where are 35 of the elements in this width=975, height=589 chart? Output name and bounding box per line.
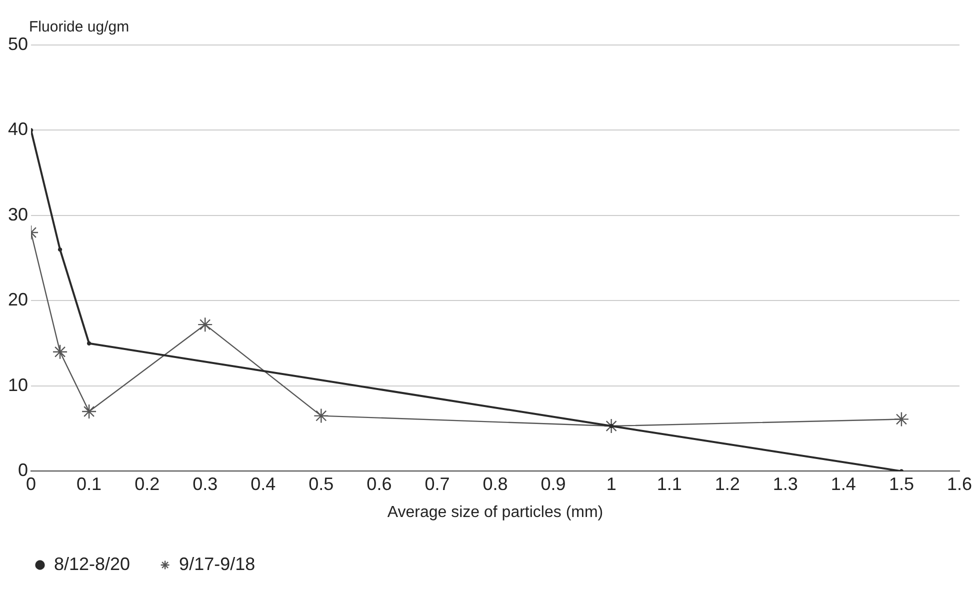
y-tick-label: 50 xyxy=(8,34,28,54)
x-tick-label: 1.6 xyxy=(946,474,972,494)
x-tick-label: 0.4 xyxy=(250,474,276,494)
y-tick-label: 0 xyxy=(18,460,28,480)
point xyxy=(58,247,62,252)
x-tick-label: 1.2 xyxy=(714,474,740,494)
y-tick-label: 10 xyxy=(8,374,28,395)
point xyxy=(894,412,910,427)
x-tick-label: 0.8 xyxy=(482,474,508,494)
x-tick-label: 0.2 xyxy=(134,474,160,494)
x-tick-label: 0.9 xyxy=(540,474,566,494)
legend-label: 9/17-9/18 xyxy=(179,554,256,574)
point xyxy=(81,404,97,420)
x-tick-label: 0.7 xyxy=(424,474,450,494)
x-tick-label: 0.5 xyxy=(308,474,334,494)
point xyxy=(52,344,68,360)
x-tick-label: 0.1 xyxy=(76,474,102,494)
point xyxy=(86,341,92,346)
x-tick-label: 1.4 xyxy=(830,474,856,494)
y-tick-label: 40 xyxy=(8,119,28,140)
y-tick-label: 20 xyxy=(8,290,28,310)
x-tick-label: 1.5 xyxy=(888,474,914,494)
point xyxy=(604,418,619,434)
point xyxy=(198,316,213,332)
point xyxy=(609,424,614,428)
x-tick-label: 1.1 xyxy=(656,474,682,494)
x-tick-label: 0.6 xyxy=(366,474,392,494)
x-tick-label: 1 xyxy=(606,474,616,494)
x-tick-label: 1.3 xyxy=(772,474,798,494)
x-axis-title: Average size of particles (mm) xyxy=(387,504,604,521)
x-tick-label: 0.3 xyxy=(192,474,218,494)
point xyxy=(314,408,329,424)
y-axis-title: Fluoride ug/gm xyxy=(29,18,130,36)
y-tick-label: 30 xyxy=(8,204,28,224)
legend-label: 8/12-8/20 xyxy=(54,554,130,574)
